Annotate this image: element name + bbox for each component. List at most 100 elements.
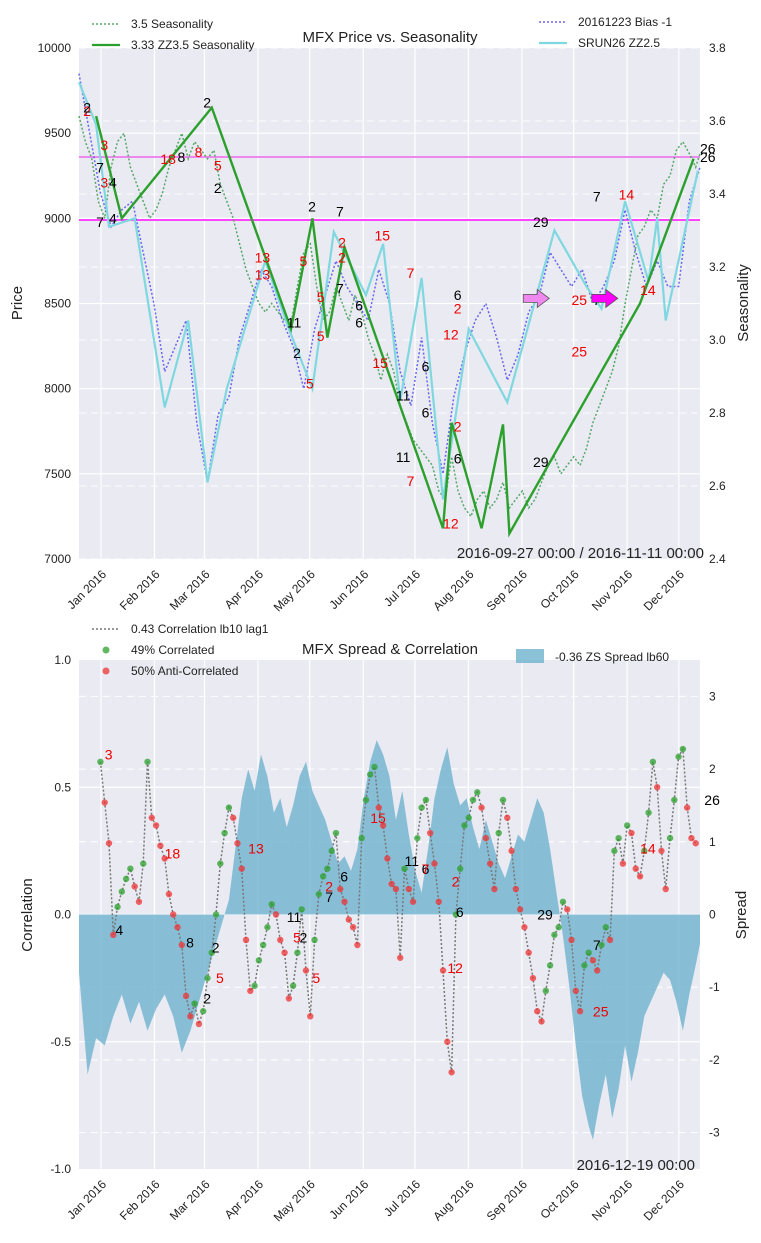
anti-correlated-point <box>516 906 524 913</box>
anti-correlated-point <box>594 967 601 974</box>
correlated-point <box>602 924 609 931</box>
anti-correlated-point <box>491 885 498 893</box>
anti-correlated-point <box>426 829 434 837</box>
x-tick-label: Oct 2016 <box>537 567 582 612</box>
pivot-label: 15 <box>375 227 391 243</box>
top-chart-title: MFX Price vs. Seasonality <box>302 29 478 46</box>
pivot-label: 2 <box>454 418 462 434</box>
correlated-point <box>144 758 151 765</box>
anti-correlated-point <box>307 1013 314 1020</box>
pivot-label: 8 <box>178 149 186 165</box>
x-tick-label: Jul 2016 <box>381 1177 423 1219</box>
y-tick-label: 0.0 <box>54 908 71 922</box>
anti-correlated-point <box>564 906 571 913</box>
anti-correlated-point <box>341 898 348 905</box>
anti-correlated-point <box>619 860 627 867</box>
y-right-tick-label: -1 <box>709 980 720 994</box>
pivot-label: 7 <box>96 214 104 230</box>
anti-correlated-point <box>636 873 644 880</box>
spread-area <box>79 740 700 1140</box>
pivot-label: 13 <box>255 250 271 266</box>
anti-correlated-point <box>397 954 404 961</box>
top-y-axis-label: Price <box>9 286 26 320</box>
legend-srun-label: SRUN26 ZZ2.5 <box>578 36 660 50</box>
pivot-label: 26 <box>700 149 716 165</box>
correlated-point <box>289 982 297 989</box>
anti-correlated-point <box>431 860 438 867</box>
correlated-point <box>255 957 263 964</box>
y-right-tick-label: 3.0 <box>709 333 726 347</box>
legend-seasonality-label: 3.5 Seasonality <box>131 17 213 31</box>
y-tick-label: 9500 <box>44 126 71 140</box>
y-right-tick-label: 3 <box>709 689 716 703</box>
correlated-point <box>362 796 370 804</box>
correlated-point <box>367 771 374 778</box>
anti-correlated-point <box>662 885 669 893</box>
correlated-point <box>264 924 271 931</box>
pivot-label: 2 <box>454 301 462 317</box>
pivot-label: 12 <box>443 515 459 531</box>
pivot-label: 25 <box>593 1003 609 1019</box>
correlated-point <box>298 906 305 913</box>
correlated-point <box>204 974 211 982</box>
pivot-label: 7 <box>96 159 104 175</box>
y-tick-label: -0.5 <box>50 1035 71 1049</box>
y-right-tick-label: -3 <box>709 1126 720 1140</box>
anti-correlated-point <box>187 1013 194 1020</box>
pivot-label: 13 <box>248 840 264 856</box>
pivot-label: 3 <box>105 746 113 762</box>
pivot-label: 14 <box>640 840 656 856</box>
bottom-y-axis-label: Correlation <box>19 878 36 951</box>
anti-correlated-point <box>534 1008 541 1015</box>
x-tick-label: Apr 2016 <box>222 1177 267 1222</box>
y-right-tick-label: 3.2 <box>709 260 726 274</box>
anti-correlated-point <box>388 880 395 888</box>
correlated-point <box>221 829 228 837</box>
anti-correlated-point <box>658 847 665 855</box>
anti-correlated-point <box>683 804 691 811</box>
anti-correlated-point <box>152 822 160 829</box>
bottom-y-axis-right-label: Spread <box>733 891 750 939</box>
y-right-tick-label: 3.4 <box>709 187 726 201</box>
pivot-label: 14 <box>640 282 656 298</box>
anti-correlated-point <box>576 1008 584 1015</box>
anti-correlated-point <box>504 814 511 821</box>
correlated-point <box>559 898 567 905</box>
pivot-label: 12 <box>447 960 463 976</box>
y-tick-label: 8500 <box>44 297 71 311</box>
pivot-label: 15 <box>370 810 386 826</box>
anti-correlated-point <box>384 855 391 862</box>
correlated-point <box>679 745 687 753</box>
pivot-label: 15 <box>372 355 388 371</box>
pivot-label: 29 <box>533 454 549 470</box>
pivot-label: 11 <box>396 449 411 465</box>
pivot-label: 5 <box>312 970 320 986</box>
anti-correlated-point <box>606 936 614 944</box>
anti-correlated-point <box>525 949 532 956</box>
anti-correlated-point <box>572 987 579 995</box>
correlated-point <box>122 875 130 883</box>
y-tick-label: -1.0 <box>50 1162 71 1176</box>
anti-correlated-point <box>529 974 537 982</box>
correlated-point <box>140 860 147 867</box>
pivot-label: 7 <box>336 204 344 220</box>
top-legend-left: 3.5 Seasonality 3.33 ZZ3.5 Seasonality <box>92 17 254 52</box>
correlated-point <box>332 829 340 837</box>
pivot-label: 2 <box>452 874 460 890</box>
pivot-label: 14 <box>619 187 635 203</box>
correlated-point <box>452 911 460 918</box>
pivot-label: 2 <box>300 929 308 945</box>
correlated-point <box>495 829 502 837</box>
correlated-point <box>251 982 258 989</box>
anti-correlated-point <box>229 814 237 821</box>
pivot-label: 6 <box>355 314 363 330</box>
correlated-point <box>97 758 104 765</box>
pivot-label: 11 <box>287 909 302 925</box>
x-tick-label: Aug 2016 <box>430 567 476 613</box>
top-y-axis-right-label: Seasonality <box>735 264 752 342</box>
x-tick-label: Mar 2016 <box>167 1177 213 1223</box>
anti-correlated-point <box>131 883 138 890</box>
pivot-label: 11 <box>396 388 411 404</box>
